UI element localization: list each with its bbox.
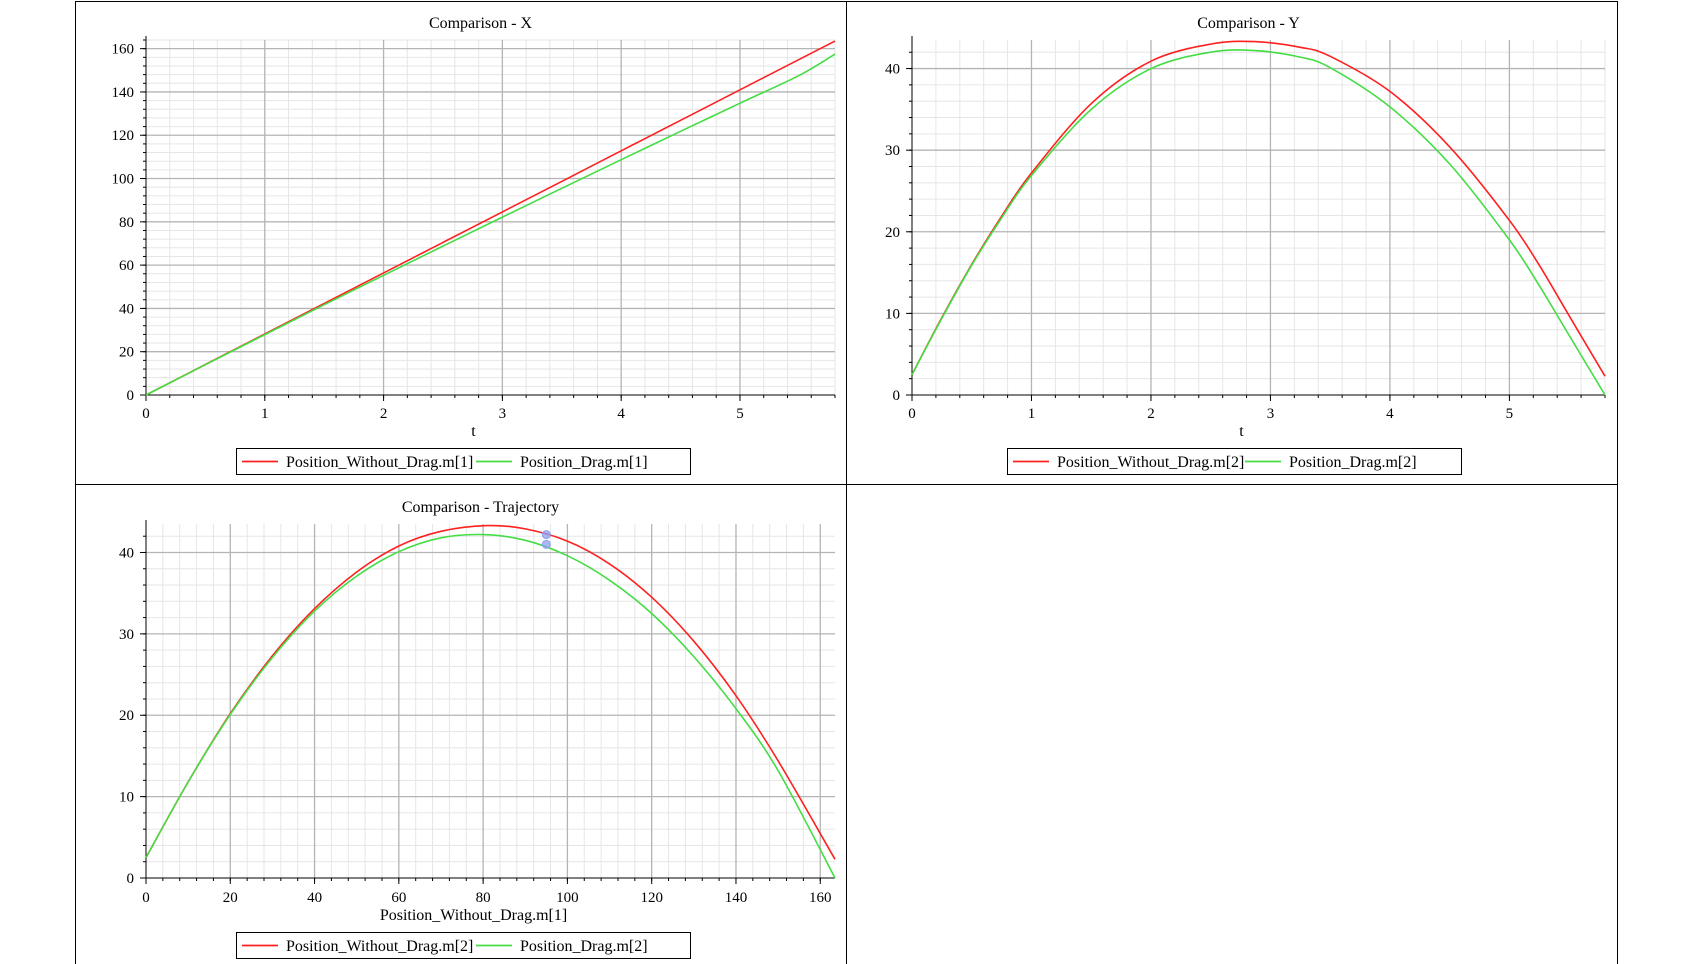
x-tick-label: 5 — [736, 406, 744, 422]
x-axis-label: Position_Without_Drag.m[1] — [380, 907, 567, 924]
legend-box — [236, 448, 691, 475]
series-line-drag — [145, 533, 836, 879]
x-tick-label: 0 — [142, 406, 150, 422]
y-tick-label: 100 — [112, 172, 135, 188]
y-tick-label: 10 — [119, 790, 134, 806]
y-tick-label: 80 — [119, 215, 134, 231]
x-tick-label: 2 — [380, 406, 388, 422]
chart-x: 0 1 2 3 4 5 0 20 40 60 80 100 120 140 160 Comparison - … — [112, 15, 836, 475]
x-tick-label: 160 — [809, 890, 832, 906]
y-tick-label: 30 — [119, 627, 134, 643]
x-tick-label: 3 — [499, 406, 507, 422]
x-tick-label: 20 — [223, 890, 238, 906]
x-tick-label: 100 — [556, 890, 579, 906]
legend-label: Position_Without_Drag.m[2] — [286, 938, 473, 955]
y-tick-label: 10 — [885, 306, 900, 322]
y-tick-label: 140 — [112, 85, 135, 101]
y-tick-label: 0 — [893, 388, 901, 404]
x-tick-label: 2 — [1147, 406, 1155, 422]
x-tick-label: 40 — [307, 890, 322, 906]
marker-point[interactable] — [541, 530, 551, 540]
x-tick-label: 140 — [725, 890, 748, 906]
x-tick-label: 4 — [1386, 406, 1394, 422]
legend-label: Position_Drag.m[1] — [520, 454, 648, 471]
y-tick-label: 160 — [112, 42, 135, 58]
marker-point[interactable] — [541, 539, 551, 549]
y-tick-label: 120 — [112, 128, 135, 144]
x-tick-label: 3 — [1267, 406, 1275, 422]
major-grid — [912, 40, 1605, 395]
panel-frames — [75, 1, 1618, 964]
x-tick-label: 60 — [391, 890, 406, 906]
legend: Position_Without_Drag.m[2] Position_Drag.… — [236, 932, 691, 959]
chart-title: Comparison - Y — [1197, 15, 1300, 32]
y-tick-label: 40 — [885, 62, 900, 78]
chart-title: Comparison - X — [429, 15, 533, 32]
y-tick-label: 20 — [119, 345, 134, 361]
minor-grid — [146, 39, 836, 395]
legend-label: Position_Drag.m[2] — [1289, 454, 1417, 471]
legend-box — [1007, 448, 1462, 475]
major-grid — [146, 524, 835, 878]
legend-label: Position_Drag.m[2] — [520, 938, 648, 955]
x-axis-label: t — [1239, 423, 1244, 440]
legend-label: Position_Without_Drag.m[1] — [286, 454, 473, 471]
x-axis-label: t — [471, 423, 476, 440]
y-tick-label: 20 — [885, 225, 900, 241]
y-tick-label: 40 — [119, 545, 134, 561]
x-tick-label: 1 — [261, 406, 269, 422]
y-tick-label: 40 — [119, 301, 134, 317]
series-line-drag — [911, 49, 1606, 396]
x-tick-label: 80 — [476, 890, 491, 906]
legend: Position_Without_Drag.m[1] Position_Drag.… — [236, 448, 691, 475]
minor-grid — [912, 40, 1606, 395]
x-tick-label: 5 — [1506, 406, 1514, 422]
chart-title: Comparison - Trajectory — [402, 499, 559, 516]
y-tick-label: 60 — [119, 258, 134, 274]
plot-area — [146, 524, 835, 878]
legend: Position_Without_Drag.m[2] Position_Drag.… — [1007, 448, 1462, 475]
x-tick-label: 0 — [142, 890, 150, 906]
series-line-drag — [145, 53, 836, 396]
x-tick-label: 0 — [908, 406, 916, 422]
y-tick-label: 0 — [127, 388, 135, 404]
chart-traj: 0 20 40 60 80 100 120 140 160 0 10 20 30 40 Comparison… — [119, 499, 836, 959]
plot-area — [912, 40, 1605, 395]
minor-grid — [146, 524, 835, 878]
x-tick-label: 4 — [617, 406, 625, 422]
legend-box — [236, 932, 691, 959]
y-tick-label: 20 — [119, 708, 134, 724]
x-tick-label: 120 — [640, 890, 663, 906]
major-grid — [146, 40, 835, 395]
y-tick-label: 0 — [127, 871, 135, 887]
legend-label: Position_Without_Drag.m[2] — [1057, 454, 1244, 471]
x-tick-label: 1 — [1028, 406, 1036, 422]
chart-y: 0 1 2 3 4 5 0 10 20 30 40 Comparison - Y t Position_W… — [885, 15, 1606, 475]
y-tick-label: 30 — [885, 143, 900, 159]
